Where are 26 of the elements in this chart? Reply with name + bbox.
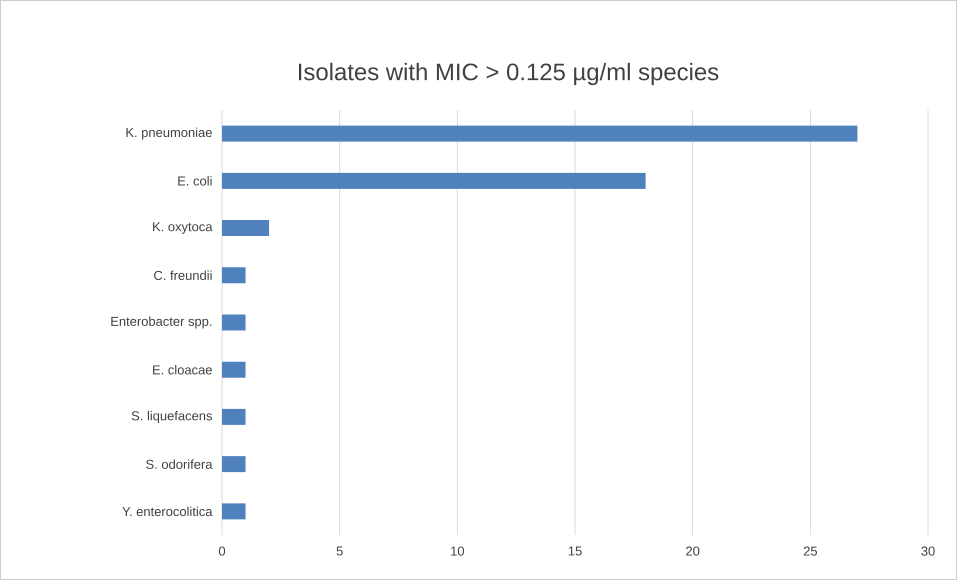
- x-tick-label: 5: [336, 546, 343, 556]
- y-tick-label: E. cloacae: [153, 364, 212, 374]
- y-tick-label: K. pneumoniae: [126, 128, 212, 140]
- y-tick-label: K. oxytoca: [153, 222, 212, 234]
- x-tick-label: 30: [921, 546, 935, 556]
- x-tick-label: 20: [686, 546, 700, 556]
- x-tick-label: 15: [568, 546, 582, 556]
- y-tick-label: E. coli: [178, 176, 212, 186]
- bar: [222, 503, 246, 520]
- bar: [222, 456, 246, 472]
- y-tick-label: C. freundii: [154, 270, 212, 280]
- bar: [222, 362, 246, 378]
- y-tick-label: S. odorifera: [146, 459, 212, 469]
- bar: [222, 126, 858, 142]
- bar: [222, 408, 246, 425]
- y-tick-label: S. liquefacens: [132, 410, 212, 423]
- chart-title: Isolates with MIC > 0.125 µg/ml species: [298, 62, 718, 86]
- bar: [222, 314, 246, 330]
- y-tick-label: Y. enterocolitica: [122, 506, 212, 516]
- x-tick-label: 10: [451, 546, 464, 556]
- x-tick-label: 25: [804, 546, 817, 556]
- bar: [222, 267, 246, 284]
- bar: [222, 172, 646, 189]
- x-tick-label: 0: [218, 546, 226, 556]
- bar: [222, 220, 270, 236]
- y-tick-label: Enterobacter spp.: [111, 316, 212, 329]
